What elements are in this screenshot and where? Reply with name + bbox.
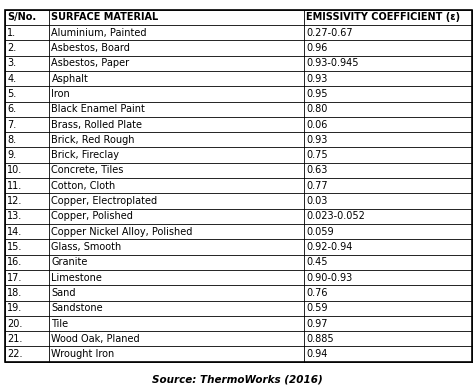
Bar <box>5 86 472 102</box>
Bar <box>5 163 472 178</box>
Bar <box>5 147 472 163</box>
Bar <box>5 40 472 56</box>
Text: 19.: 19. <box>7 303 22 313</box>
Text: Glass, Smooth: Glass, Smooth <box>52 242 122 252</box>
Bar <box>5 56 472 71</box>
Text: 0.27-0.67: 0.27-0.67 <box>306 28 353 38</box>
Text: 0.93-0.945: 0.93-0.945 <box>306 58 358 68</box>
Text: 22.: 22. <box>7 349 23 359</box>
Bar <box>5 117 472 132</box>
Bar <box>5 316 472 331</box>
Text: 2.: 2. <box>7 43 17 53</box>
Text: 0.80: 0.80 <box>306 104 327 114</box>
Text: 0.97: 0.97 <box>306 319 328 328</box>
Text: Concrete, Tiles: Concrete, Tiles <box>52 165 124 175</box>
Text: SURFACE MATERIAL: SURFACE MATERIAL <box>52 12 159 23</box>
Text: Brass, Rolled Plate: Brass, Rolled Plate <box>52 119 143 130</box>
Text: 0.059: 0.059 <box>306 227 334 237</box>
Text: 0.95: 0.95 <box>306 89 328 99</box>
Text: 0.92-0.94: 0.92-0.94 <box>306 242 352 252</box>
Text: 0.885: 0.885 <box>306 334 334 344</box>
Text: 18.: 18. <box>7 288 22 298</box>
Bar <box>5 178 472 193</box>
Text: 0.06: 0.06 <box>306 119 327 130</box>
Text: Wrought Iron: Wrought Iron <box>52 349 115 359</box>
Text: 0.63: 0.63 <box>306 165 327 175</box>
Text: 13.: 13. <box>7 211 22 221</box>
Text: 0.75: 0.75 <box>306 150 328 160</box>
Text: Copper Nickel Alloy, Polished: Copper Nickel Alloy, Polished <box>52 227 193 237</box>
Text: 14.: 14. <box>7 227 22 237</box>
Text: Asbestos, Paper: Asbestos, Paper <box>52 58 129 68</box>
Bar <box>5 25 472 40</box>
Bar <box>5 331 472 347</box>
Bar <box>5 347 472 362</box>
Text: 0.03: 0.03 <box>306 196 327 206</box>
Text: 0.90-0.93: 0.90-0.93 <box>306 273 352 282</box>
Text: 21.: 21. <box>7 334 22 344</box>
Bar <box>5 193 472 209</box>
Text: Brick, Fireclay: Brick, Fireclay <box>52 150 119 160</box>
Text: Wood Oak, Planed: Wood Oak, Planed <box>52 334 140 344</box>
Text: Black Enamel Paint: Black Enamel Paint <box>52 104 146 114</box>
Bar <box>5 132 472 147</box>
Text: 20.: 20. <box>7 319 22 328</box>
Text: Cotton, Cloth: Cotton, Cloth <box>52 181 116 191</box>
Text: 1.: 1. <box>7 28 16 38</box>
Text: Brick, Red Rough: Brick, Red Rough <box>52 135 135 145</box>
Text: 11.: 11. <box>7 181 22 191</box>
Text: Sand: Sand <box>52 288 76 298</box>
Text: Iron: Iron <box>52 89 70 99</box>
Text: 8.: 8. <box>7 135 16 145</box>
Text: Sandstone: Sandstone <box>52 303 103 313</box>
Text: 17.: 17. <box>7 273 22 282</box>
Text: 0.94: 0.94 <box>306 349 327 359</box>
Text: S/No.: S/No. <box>7 12 36 23</box>
Text: 0.93: 0.93 <box>306 74 327 84</box>
Bar <box>5 71 472 86</box>
Text: 3.: 3. <box>7 58 16 68</box>
Text: 4.: 4. <box>7 74 16 84</box>
Bar <box>5 102 472 117</box>
Text: Copper, Polished: Copper, Polished <box>52 211 133 221</box>
Text: 10.: 10. <box>7 165 22 175</box>
Text: Tile: Tile <box>52 319 69 328</box>
Text: Asphalt: Asphalt <box>52 74 88 84</box>
Bar <box>5 10 472 25</box>
Bar <box>5 224 472 239</box>
Text: EMISSIVITY COEFFICIENT (ε): EMISSIVITY COEFFICIENT (ε) <box>306 12 460 23</box>
Bar <box>5 270 472 285</box>
Text: 0.96: 0.96 <box>306 43 327 53</box>
Text: 0.76: 0.76 <box>306 288 328 298</box>
Bar <box>5 255 472 270</box>
Bar <box>5 285 472 301</box>
Bar <box>5 301 472 316</box>
Text: 0.45: 0.45 <box>306 257 328 267</box>
Text: 0.77: 0.77 <box>306 181 328 191</box>
Bar <box>5 239 472 255</box>
Text: 9.: 9. <box>7 150 16 160</box>
Text: Source: ThermoWorks (2016): Source: ThermoWorks (2016) <box>152 374 322 384</box>
Text: Aluminium, Painted: Aluminium, Painted <box>52 28 147 38</box>
Text: 0.023-0.052: 0.023-0.052 <box>306 211 365 221</box>
Text: Copper, Electroplated: Copper, Electroplated <box>52 196 157 206</box>
Bar <box>5 209 472 224</box>
Text: 5.: 5. <box>7 89 17 99</box>
Text: 6.: 6. <box>7 104 16 114</box>
Text: 7.: 7. <box>7 119 17 130</box>
Text: 16.: 16. <box>7 257 22 267</box>
Text: Granite: Granite <box>52 257 88 267</box>
Text: 15.: 15. <box>7 242 22 252</box>
Text: 0.59: 0.59 <box>306 303 328 313</box>
Text: 12.: 12. <box>7 196 22 206</box>
Text: Asbestos, Board: Asbestos, Board <box>52 43 130 53</box>
Text: 0.93: 0.93 <box>306 135 327 145</box>
Text: Limestone: Limestone <box>52 273 102 282</box>
